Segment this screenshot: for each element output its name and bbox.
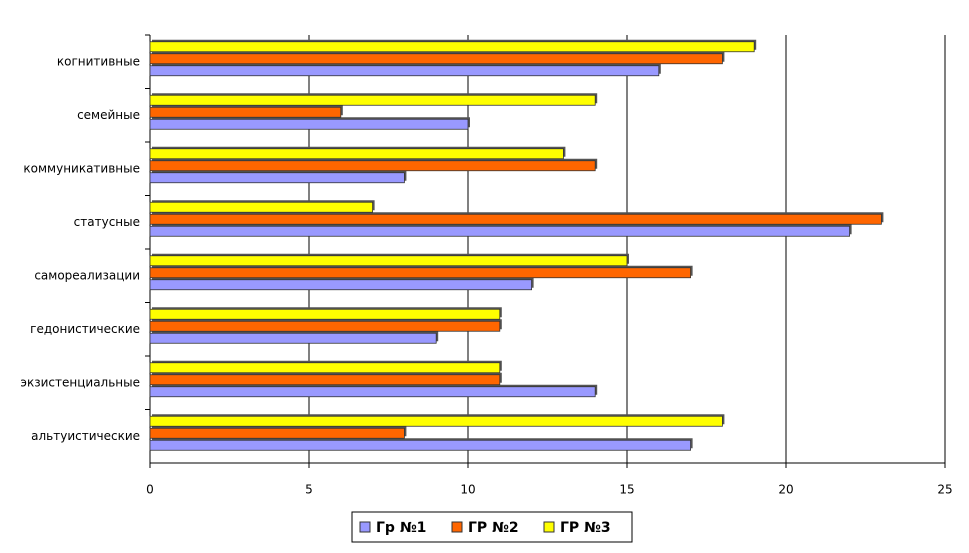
bar [149, 118, 469, 130]
bar [149, 225, 850, 237]
bar [149, 267, 691, 279]
x-tick-label: 20 [778, 483, 793, 497]
bar [149, 308, 501, 320]
legend-swatch [451, 521, 463, 533]
y-tick-label: гедонистические [30, 322, 140, 336]
bar [149, 415, 723, 427]
bar [149, 148, 564, 160]
y-tick-label: экзистенциальные [20, 375, 140, 389]
y-tick-label: когнитивные [57, 54, 140, 68]
x-tick-label: 10 [460, 483, 475, 497]
legend-swatch [543, 521, 555, 533]
legend-box [351, 511, 633, 543]
y-tick-label: альтуистические [31, 429, 140, 443]
x-tick-label: 5 [305, 483, 313, 497]
bar [149, 332, 437, 344]
legend-swatch [359, 521, 371, 533]
bar [149, 106, 342, 118]
bar [149, 386, 596, 398]
bar [149, 362, 501, 374]
legend-label: ГР №2 [468, 520, 519, 536]
bar [149, 53, 723, 65]
bar [149, 374, 501, 386]
bar [149, 160, 596, 172]
bar [149, 65, 660, 77]
bar [149, 320, 501, 332]
x-tick-label: 25 [937, 483, 952, 497]
x-tick-label: 15 [619, 483, 634, 497]
y-tick-label: коммуникативные [23, 161, 140, 175]
bar [149, 201, 374, 213]
y-tick-label: самореализации [34, 268, 140, 282]
x-tick-label: 0 [146, 483, 154, 497]
bar [149, 172, 405, 184]
bar [149, 94, 596, 106]
bar [149, 255, 628, 267]
bar [149, 279, 533, 291]
y-tick-label: статусные [74, 215, 140, 229]
bar [149, 427, 405, 439]
bar [149, 213, 882, 225]
legend-label: ГР №3 [560, 520, 611, 536]
bar [149, 439, 691, 451]
legend-label: Гр №1 [376, 520, 426, 536]
y-tick-label: семейные [77, 108, 140, 122]
bar [149, 41, 755, 53]
